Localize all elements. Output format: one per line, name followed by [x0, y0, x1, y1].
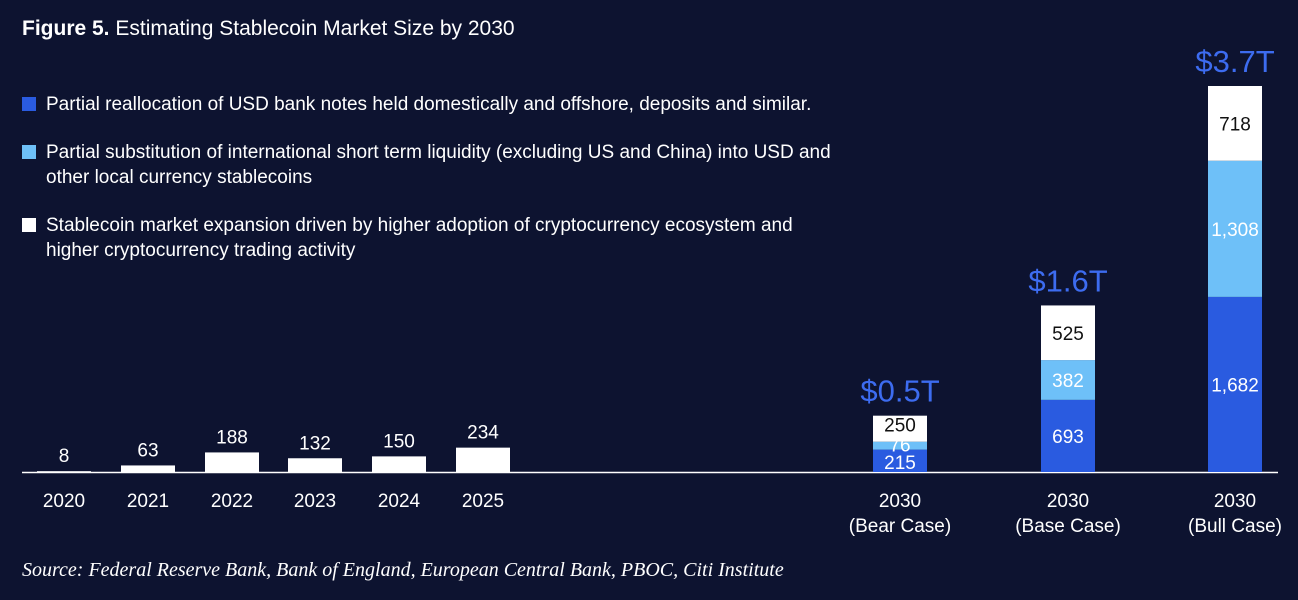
bar-segment [873, 415, 927, 442]
legend-item-short-term-liquidity: Partial substitution of international sh… [22, 140, 842, 190]
data-label: 150 [383, 431, 415, 452]
data-label: 382 [1052, 371, 1084, 392]
data-label: 188 [216, 427, 248, 448]
legend-swatch-white [22, 218, 36, 232]
legend-label: Partial substitution of international sh… [46, 142, 831, 188]
data-label: 718 [1219, 114, 1251, 135]
data-label: 8 [59, 446, 70, 467]
legend-label: Partial reallocation of USD bank notes h… [46, 94, 812, 115]
bar-segment [456, 447, 510, 472]
bar-segment [1208, 296, 1262, 472]
legend-label: Stablecoin market expansion driven by hi… [46, 215, 793, 261]
x-tick-label: 2030 [1214, 491, 1256, 512]
data-label: 1,682 [1211, 375, 1259, 396]
data-label: 234 [467, 423, 499, 444]
figure-title-text: Estimating Stablecoin Market Size by 203… [115, 17, 515, 40]
x-tick-label: (Bear Case) [849, 516, 951, 537]
data-label: 1,308 [1211, 220, 1259, 241]
bar-segment [1041, 399, 1095, 472]
bar-segment [1041, 305, 1095, 361]
data-label: 693 [1052, 427, 1084, 448]
figure-number: Figure 5. [22, 17, 110, 40]
data-label: 525 [1052, 324, 1084, 345]
x-tick-label: 2023 [294, 491, 336, 512]
x-tick-label: 2021 [127, 491, 169, 512]
x-tick-label: 2030 [879, 491, 921, 512]
bar-segment [37, 471, 91, 472]
x-tick-label: (Base Case) [1015, 516, 1121, 537]
chart-title: Figure 5. Estimating Stablecoin Market S… [22, 17, 515, 41]
bar-segment [205, 452, 259, 472]
data-label: 63 [137, 440, 158, 461]
x-tick-label: 2025 [462, 491, 504, 512]
x-tick-label: 2022 [211, 491, 253, 512]
x-tick-label: 2030 [1047, 491, 1089, 512]
legend-swatch-light-blue [22, 145, 36, 159]
data-label: 250 [884, 416, 916, 437]
legend-item-bank-notes: Partial reallocation of USD bank notes h… [22, 92, 842, 117]
bar-segment [873, 441, 927, 450]
data-label: 132 [299, 433, 331, 454]
x-tick-label: 2024 [378, 491, 421, 512]
legend-swatch-dark-blue [22, 97, 36, 111]
bar-segment [873, 449, 927, 472]
bar-segment [1041, 360, 1095, 400]
total-label: $3.7T [1195, 44, 1274, 79]
source-note: Source: Federal Reserve Bank, Bank of En… [22, 559, 784, 581]
x-tick-label: (Bull Case) [1188, 516, 1282, 537]
bar-segment [288, 458, 342, 472]
total-label: $1.6T [1028, 263, 1107, 298]
bar-segment [121, 465, 175, 472]
bar-segment [372, 456, 426, 472]
data-label: 76 [889, 436, 910, 457]
legend: Partial reallocation of USD bank notes h… [22, 92, 842, 286]
legend-item-crypto-expansion: Stablecoin market expansion driven by hi… [22, 213, 842, 263]
x-tick-label: 2020 [43, 491, 85, 512]
data-label: 215 [884, 453, 916, 474]
bar-segment [1208, 160, 1262, 297]
bar-segment [1208, 86, 1262, 161]
total-label: $0.5T [860, 374, 939, 409]
